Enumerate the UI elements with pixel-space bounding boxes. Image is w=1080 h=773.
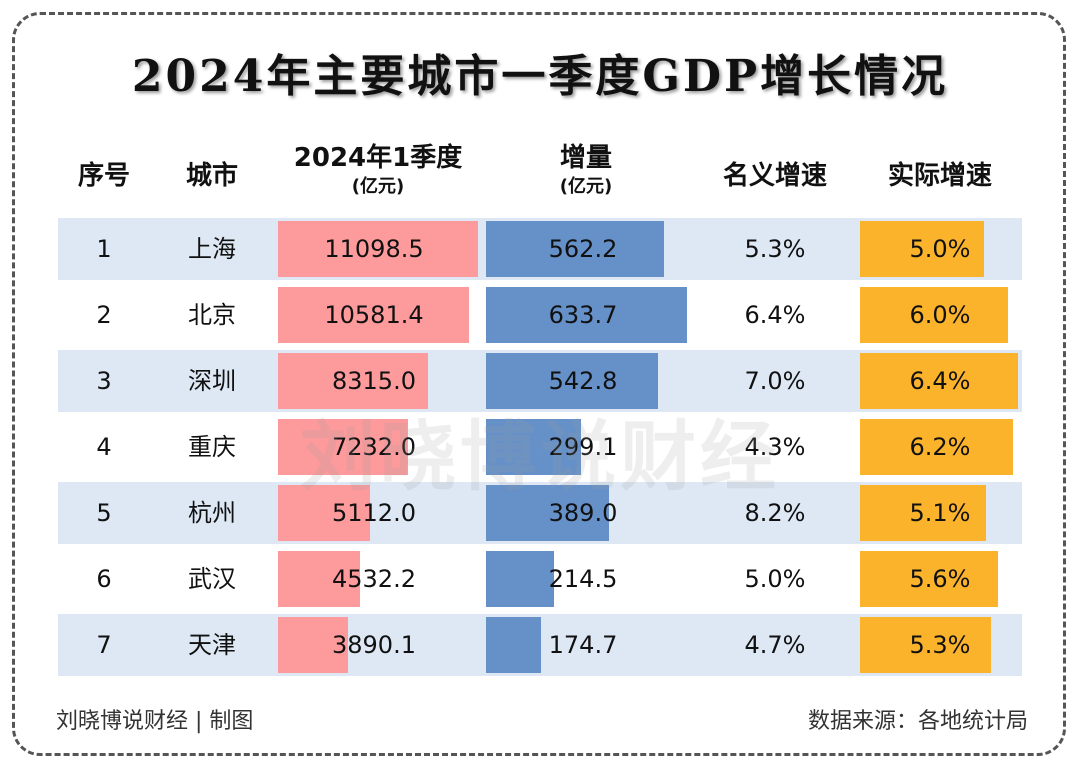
row-city: 深圳 <box>188 367 236 395</box>
row-real: 5.6% <box>909 565 971 593</box>
row-city: 上海 <box>188 235 236 263</box>
gdp-bar <box>278 485 371 541</box>
header-index: 序号 <box>77 161 130 191</box>
row-gdp: 5112.0 <box>332 499 416 527</box>
real-growth-bar <box>860 221 984 277</box>
row-real: 6.0% <box>909 301 971 329</box>
row-index: 1 <box>96 235 112 263</box>
row-index: 7 <box>96 631 112 659</box>
row-real: 6.4% <box>909 367 971 395</box>
footer-credit: 刘晓博说财经 | 制图 <box>56 709 254 734</box>
row-nominal: 4.3% <box>744 433 806 461</box>
gdp-bar <box>278 353 428 409</box>
real-growth-bar <box>860 287 1009 343</box>
row-gdp: 4532.2 <box>332 565 416 593</box>
header-real: 实际增速 <box>887 161 992 191</box>
row-gdp: 11098.5 <box>324 235 424 263</box>
row-city: 杭州 <box>188 499 236 527</box>
header-gdp: 2024年1季度 (亿元) <box>278 142 478 200</box>
row-nominal: 5.3% <box>744 235 806 263</box>
increment-bar <box>486 551 555 607</box>
row-increment: 633.7 <box>548 301 618 329</box>
table-row: 6 武汉 4532.2 214.5 5.0% 5.6% <box>58 548 1022 610</box>
increment-bar <box>486 221 665 277</box>
row-city: 北京 <box>188 301 236 329</box>
row-index: 5 <box>96 499 112 527</box>
gdp-bar <box>278 551 360 607</box>
real-growth-bar <box>860 551 999 607</box>
row-real: 5.0% <box>909 235 971 263</box>
real-growth-bar <box>860 419 1014 475</box>
real-growth-bar <box>860 485 986 541</box>
increment-bar <box>486 353 659 409</box>
row-nominal: 4.7% <box>744 631 806 659</box>
row-index: 4 <box>96 433 112 461</box>
row-increment: 542.8 <box>548 367 618 395</box>
row-nominal: 8.2% <box>744 499 806 527</box>
row-increment: 389.0 <box>548 499 618 527</box>
real-growth-bar <box>860 353 1019 409</box>
row-real: 6.2% <box>909 433 971 461</box>
row-increment: 214.5 <box>548 565 618 593</box>
footer-source: 数据来源：各地统计局 <box>807 709 1028 734</box>
increment-bar <box>486 485 610 541</box>
row-nominal: 6.4% <box>744 301 806 329</box>
row-city: 重庆 <box>188 433 236 461</box>
row-index: 3 <box>96 367 112 395</box>
gdp-bar <box>278 287 469 343</box>
header-increment: 增量 (亿元) <box>486 142 686 200</box>
table-row: 2 北京 10581.4 633.7 6.4% 6.0% <box>58 284 1022 346</box>
row-index: 6 <box>96 565 112 593</box>
gdp-bar <box>278 617 349 673</box>
row-real: 5.1% <box>909 499 971 527</box>
table-row: 3 深圳 8315.0 542.8 7.0% 6.4% <box>58 350 1022 412</box>
table-row: 7 天津 3890.1 174.7 4.7% 5.3% <box>58 614 1022 676</box>
row-increment: 562.2 <box>548 235 618 263</box>
table-row: 1 上海 11098.5 562.2 5.3% 5.0% <box>58 218 1022 280</box>
increment-bar <box>486 419 581 475</box>
row-gdp: 10581.4 <box>324 301 424 329</box>
row-city: 武汉 <box>188 565 236 593</box>
card-frame <box>12 12 1066 756</box>
header-nominal: 名义增速 <box>722 161 827 191</box>
increment-bar <box>486 287 687 343</box>
header-gdp-unit: (亿元) <box>351 176 405 197</box>
row-increment: 174.7 <box>548 631 618 659</box>
gdp-bar <box>278 221 478 277</box>
row-gdp: 8315.0 <box>332 367 416 395</box>
header-gdp-label: 2024年1季度 <box>293 143 463 173</box>
row-nominal: 5.0% <box>744 565 806 593</box>
row-nominal: 7.0% <box>744 367 806 395</box>
table-row: 5 杭州 5112.0 389.0 8.2% 5.1% <box>58 482 1022 544</box>
increment-bar <box>486 617 542 673</box>
header-increment-unit: (亿元) <box>559 176 613 197</box>
row-gdp: 7232.0 <box>332 433 416 461</box>
real-growth-bar <box>860 617 991 673</box>
row-gdp: 3890.1 <box>332 631 416 659</box>
header-city: 城市 <box>185 161 238 191</box>
gdp-bar <box>278 419 409 475</box>
row-index: 2 <box>96 301 112 329</box>
table-row: 4 重庆 7232.0 299.1 4.3% 6.2% <box>58 416 1022 478</box>
row-city: 天津 <box>188 631 236 659</box>
chart-title: 2024年主要城市一季度GDP增长情况 <box>131 51 949 102</box>
row-real: 5.3% <box>909 631 971 659</box>
header-increment-label: 增量 <box>559 143 612 173</box>
row-increment: 299.1 <box>548 433 618 461</box>
